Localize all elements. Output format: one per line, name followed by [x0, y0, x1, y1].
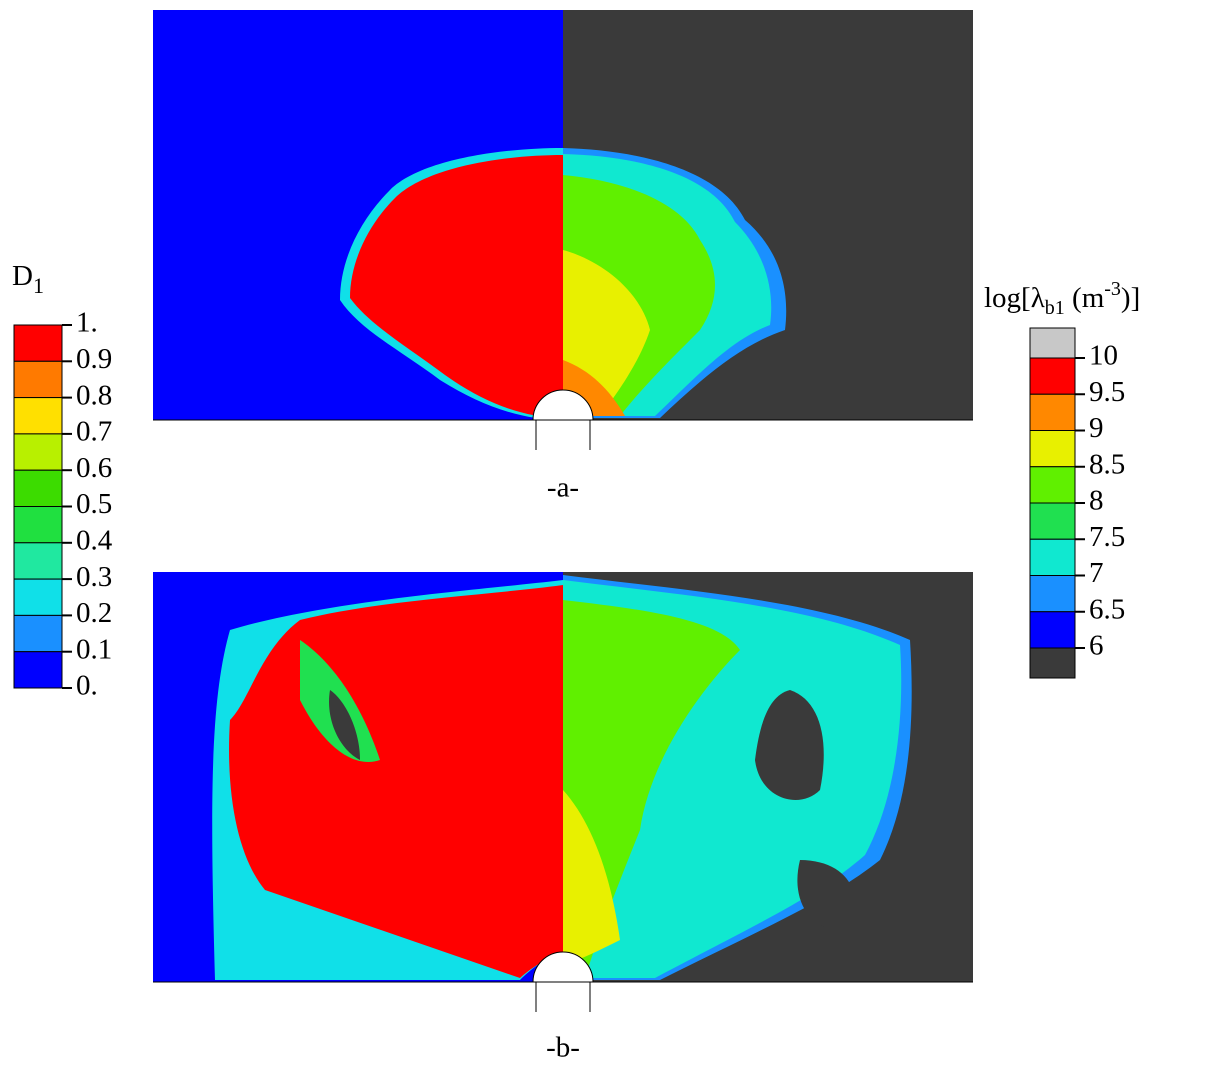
- legend-title-superscript: -3: [1104, 278, 1121, 300]
- legend-band: [1029, 502, 1076, 540]
- legend-band: [13, 433, 63, 471]
- legend-band: [13, 614, 63, 653]
- legend-label: 0.1: [76, 633, 112, 665]
- legend-title: log[λb1 (m-3)]: [984, 278, 1140, 319]
- legend-label: 7.5: [1089, 521, 1125, 553]
- legend-band: [1029, 327, 1076, 359]
- legend-band: [13, 578, 63, 616]
- legend-band: [1029, 538, 1076, 576]
- legend-title-suffix: )]: [1121, 282, 1140, 314]
- legend-label: 1.: [76, 307, 98, 339]
- legend-label: 10: [1089, 340, 1118, 372]
- legend-band: [13, 542, 63, 580]
- legend-label: 6.5: [1089, 593, 1125, 625]
- legend-label: 0.4: [76, 524, 113, 556]
- legend-band: [13, 397, 63, 435]
- legend-band: [1029, 430, 1076, 468]
- legend-label: 0.8: [76, 379, 112, 411]
- legend-label: 0.7: [76, 416, 112, 448]
- legend-band: [13, 651, 63, 689]
- legend-band: [13, 324, 63, 362]
- legend-band: [1029, 647, 1076, 679]
- legend-label: 0.2: [76, 597, 112, 629]
- legend-label: 9.5: [1089, 376, 1125, 408]
- legend-band: [1029, 393, 1076, 431]
- legend-label: 0.6: [76, 452, 112, 484]
- legend-label: 0.3: [76, 561, 112, 593]
- legend-title-subscript: b1: [1045, 297, 1065, 319]
- legend-label: 8.5: [1089, 448, 1125, 480]
- panel-b: -b-: [153, 572, 973, 1064]
- legend-title: D1: [12, 260, 44, 298]
- panel-label: -a-: [547, 472, 579, 504]
- legend-band: [13, 360, 63, 399]
- legend-title-prefix: log[λ: [984, 282, 1045, 314]
- legend-label: 6: [1089, 630, 1104, 662]
- legend-label: 0.5: [76, 488, 112, 520]
- panel-label: -b-: [546, 1032, 580, 1064]
- legend-title-middle: (m: [1065, 282, 1105, 314]
- legend-title-symbol: D: [12, 260, 33, 292]
- legend-band: [13, 506, 63, 544]
- legend-band: [13, 469, 63, 508]
- legend-label: 0.: [76, 670, 98, 702]
- legend-label: 0.9: [76, 343, 112, 375]
- legend-label: 9: [1089, 412, 1104, 444]
- legend-band: [1029, 611, 1076, 649]
- panel-a: -a-: [153, 10, 973, 504]
- legend-band: [1029, 357, 1076, 395]
- legend-band: [1029, 466, 1076, 504]
- legend-title-subscript: 1: [33, 273, 44, 298]
- legend-label: 7: [1089, 557, 1104, 589]
- legend-label: 8: [1089, 485, 1104, 517]
- legend-band: [1029, 575, 1076, 613]
